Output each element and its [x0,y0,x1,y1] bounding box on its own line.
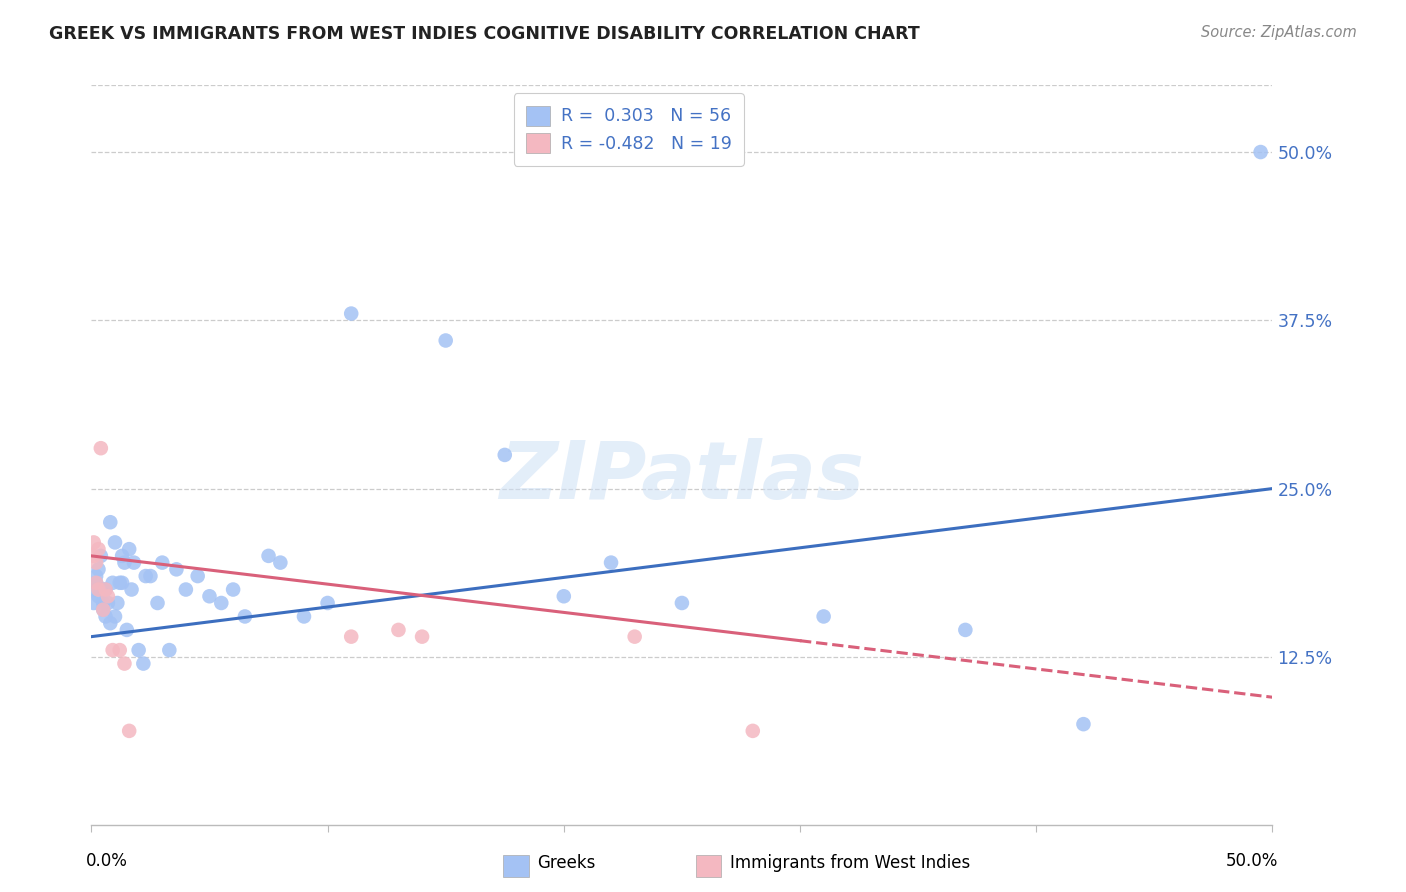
Text: 0.0%: 0.0% [86,852,128,870]
Point [813,609,835,624]
Point [118,542,141,557]
Point [84,575,107,590]
Point [98,616,121,631]
Point [84,556,107,570]
Point [128,643,150,657]
Point [121,582,143,597]
Point [108,575,131,590]
Point [157,643,180,657]
Text: 50.0%: 50.0% [1226,852,1278,870]
Point [494,448,516,462]
Point [87,562,110,576]
Text: Source: ZipAtlas.com: Source: ZipAtlas.com [1201,25,1357,40]
Point [101,575,124,590]
Point [222,582,245,597]
Point [87,542,110,557]
Point [84,569,107,583]
Point [105,596,128,610]
Point [90,441,112,455]
Text: ZIPatlas: ZIPatlas [499,438,865,516]
Point [150,556,173,570]
Point [146,596,169,610]
Point [83,596,105,610]
Point [955,623,977,637]
Point [257,549,280,563]
Point [84,575,107,590]
Point [97,589,120,603]
Point [340,630,363,644]
Point [114,657,136,671]
Point [209,596,232,610]
Point [87,589,110,603]
Point [83,549,105,563]
Point [111,575,134,590]
Point [94,582,117,597]
Point [90,549,112,563]
Point [623,630,645,644]
Point [91,596,114,610]
Point [104,535,127,549]
Point [292,609,315,624]
Point [83,535,105,549]
Point [114,556,136,570]
Point [269,556,291,570]
Point [83,582,105,597]
Point [741,723,763,738]
Point [1250,145,1272,159]
Point [91,582,114,597]
Point [98,515,121,529]
Point [115,623,138,637]
Point [174,582,197,597]
Point [111,549,134,563]
Point [132,657,155,671]
Point [97,596,120,610]
Point [108,643,131,657]
Point [90,582,112,597]
Point [101,643,124,657]
Point [316,596,339,610]
Point [94,582,117,597]
Text: GREEK VS IMMIGRANTS FROM WEST INDIES COGNITIVE DISABILITY CORRELATION CHART: GREEK VS IMMIGRANTS FROM WEST INDIES COG… [49,25,920,43]
Point [91,603,114,617]
Point [233,609,256,624]
Point [118,723,141,738]
Point [135,569,157,583]
Point [91,603,114,617]
Text: Immigrants from West Indies: Immigrants from West Indies [730,855,970,872]
Point [198,589,221,603]
Point [671,596,693,610]
Point [139,569,162,583]
Point [94,609,117,624]
Point [165,562,187,576]
Point [434,334,457,348]
Point [553,589,575,603]
Legend: R =  0.303   N = 56, R = -0.482   N = 19: R = 0.303 N = 56, R = -0.482 N = 19 [513,94,744,166]
Point [104,609,127,624]
Point [600,556,623,570]
Point [387,623,409,637]
Point [122,556,145,570]
Point [340,307,363,321]
Point [187,569,209,583]
Point [87,582,110,597]
Text: Greeks: Greeks [537,855,596,872]
Point [411,630,433,644]
Point [1073,717,1095,731]
